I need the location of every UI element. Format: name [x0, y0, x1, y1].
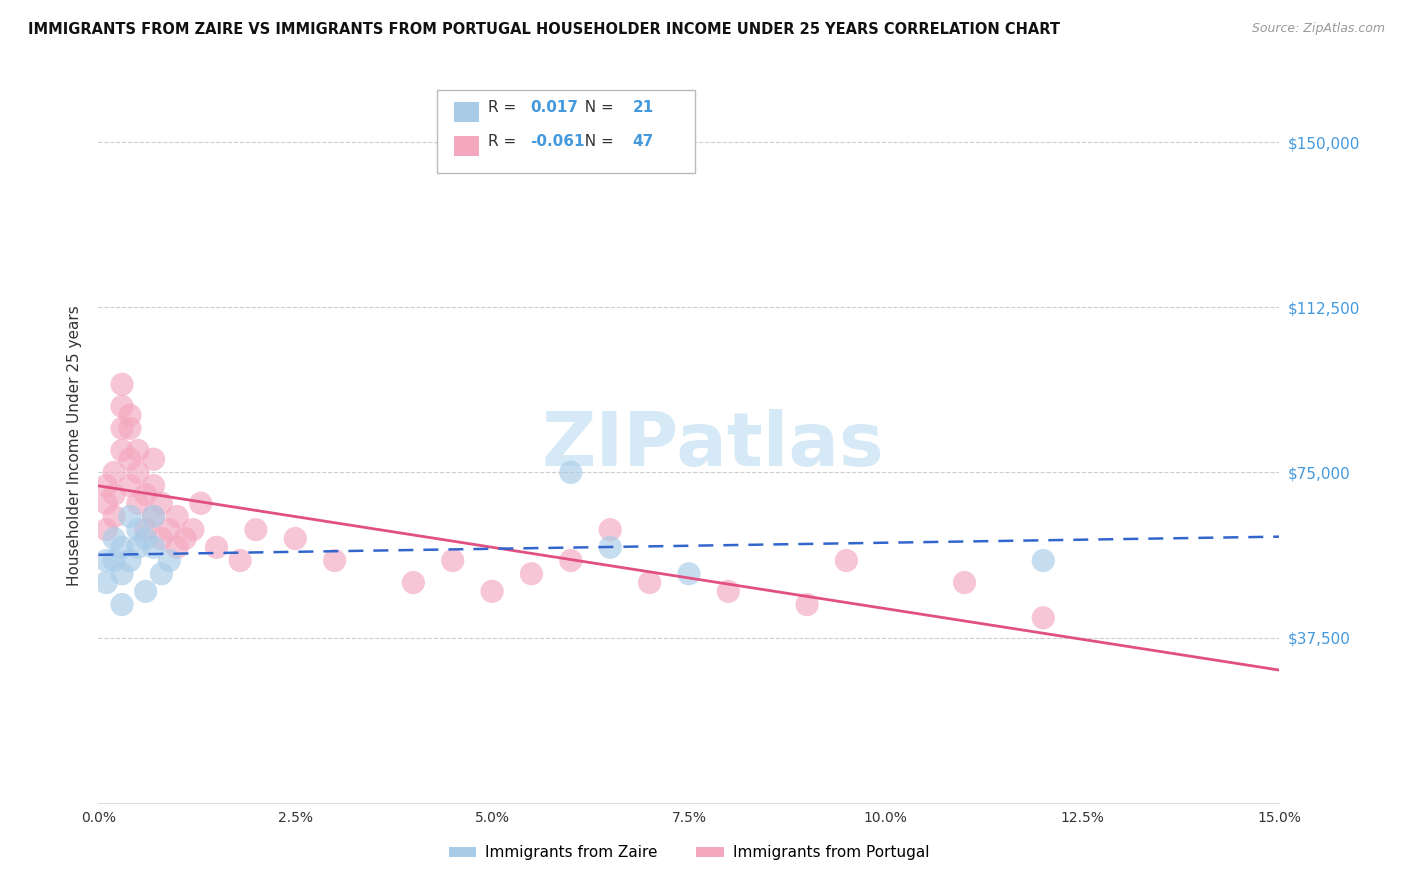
- Point: [135, 487, 157, 501]
- Text: -0.061: -0.061: [530, 135, 585, 149]
- Point: [96, 523, 118, 537]
- Point: [96, 553, 118, 567]
- Text: R =: R =: [488, 101, 522, 115]
- Point: [323, 553, 346, 567]
- Point: [717, 584, 740, 599]
- Point: [118, 421, 141, 435]
- Point: [135, 584, 157, 599]
- Point: [118, 452, 141, 467]
- Point: [127, 541, 149, 555]
- Point: [835, 553, 858, 567]
- Point: [111, 443, 134, 458]
- Point: [638, 575, 661, 590]
- Point: [599, 541, 621, 555]
- Point: [142, 509, 165, 524]
- Text: N =: N =: [575, 101, 619, 115]
- Text: 47: 47: [633, 135, 654, 149]
- Point: [96, 496, 118, 510]
- Point: [1032, 611, 1054, 625]
- Point: [127, 496, 149, 510]
- Point: [135, 532, 157, 546]
- Point: [174, 532, 197, 546]
- Point: [103, 553, 125, 567]
- Point: [111, 566, 134, 581]
- Point: [181, 523, 204, 537]
- Y-axis label: Householder Income Under 25 years: Householder Income Under 25 years: [67, 306, 83, 586]
- Point: [481, 584, 503, 599]
- Text: 0.017: 0.017: [530, 101, 578, 115]
- Text: ZIPatlas: ZIPatlas: [541, 409, 884, 483]
- Point: [678, 566, 700, 581]
- Text: N =: N =: [575, 135, 619, 149]
- Legend: Immigrants from Zaire, Immigrants from Portugal: Immigrants from Zaire, Immigrants from P…: [443, 839, 935, 866]
- Point: [111, 598, 134, 612]
- Point: [142, 452, 165, 467]
- Point: [127, 443, 149, 458]
- Point: [166, 541, 188, 555]
- Point: [953, 575, 976, 590]
- Point: [284, 532, 307, 546]
- Point: [1032, 553, 1054, 567]
- Point: [103, 509, 125, 524]
- Point: [135, 523, 157, 537]
- Point: [103, 466, 125, 480]
- Point: [118, 553, 141, 567]
- Point: [96, 478, 118, 492]
- Point: [103, 532, 125, 546]
- Point: [157, 523, 180, 537]
- Point: [166, 509, 188, 524]
- Point: [127, 466, 149, 480]
- Point: [111, 421, 134, 435]
- Text: IMMIGRANTS FROM ZAIRE VS IMMIGRANTS FROM PORTUGAL HOUSEHOLDER INCOME UNDER 25 YE: IMMIGRANTS FROM ZAIRE VS IMMIGRANTS FROM…: [28, 22, 1060, 37]
- Text: R =: R =: [488, 135, 522, 149]
- Point: [111, 377, 134, 392]
- Point: [150, 496, 173, 510]
- Point: [118, 509, 141, 524]
- Point: [599, 523, 621, 537]
- Point: [103, 487, 125, 501]
- Point: [127, 523, 149, 537]
- Point: [796, 598, 818, 612]
- Point: [229, 553, 252, 567]
- Point: [111, 400, 134, 414]
- Point: [560, 553, 582, 567]
- Text: Source: ZipAtlas.com: Source: ZipAtlas.com: [1251, 22, 1385, 36]
- Point: [157, 553, 180, 567]
- Point: [402, 575, 425, 590]
- Point: [118, 408, 141, 422]
- Point: [441, 553, 464, 567]
- Point: [245, 523, 267, 537]
- Point: [96, 575, 118, 590]
- Point: [190, 496, 212, 510]
- Point: [118, 478, 141, 492]
- Text: 21: 21: [633, 101, 654, 115]
- Point: [111, 541, 134, 555]
- Point: [142, 509, 165, 524]
- Point: [150, 532, 173, 546]
- Point: [142, 478, 165, 492]
- Point: [520, 566, 543, 581]
- Point: [142, 541, 165, 555]
- Point: [150, 566, 173, 581]
- Point: [205, 541, 228, 555]
- Point: [560, 466, 582, 480]
